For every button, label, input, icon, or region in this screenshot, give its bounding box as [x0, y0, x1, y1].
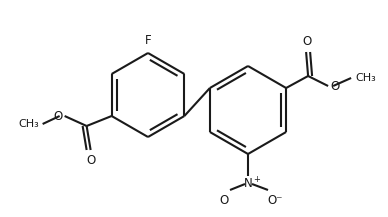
- Text: CH₃: CH₃: [18, 119, 39, 129]
- Text: +: +: [253, 175, 260, 184]
- Text: O: O: [303, 35, 312, 48]
- Text: CH₃: CH₃: [355, 73, 376, 83]
- Text: F: F: [145, 34, 151, 47]
- Text: O⁻: O⁻: [267, 194, 283, 207]
- Text: O: O: [219, 194, 229, 207]
- Text: N: N: [244, 177, 252, 190]
- Text: O: O: [54, 110, 62, 123]
- Text: O: O: [86, 154, 95, 167]
- Text: O: O: [330, 79, 340, 92]
